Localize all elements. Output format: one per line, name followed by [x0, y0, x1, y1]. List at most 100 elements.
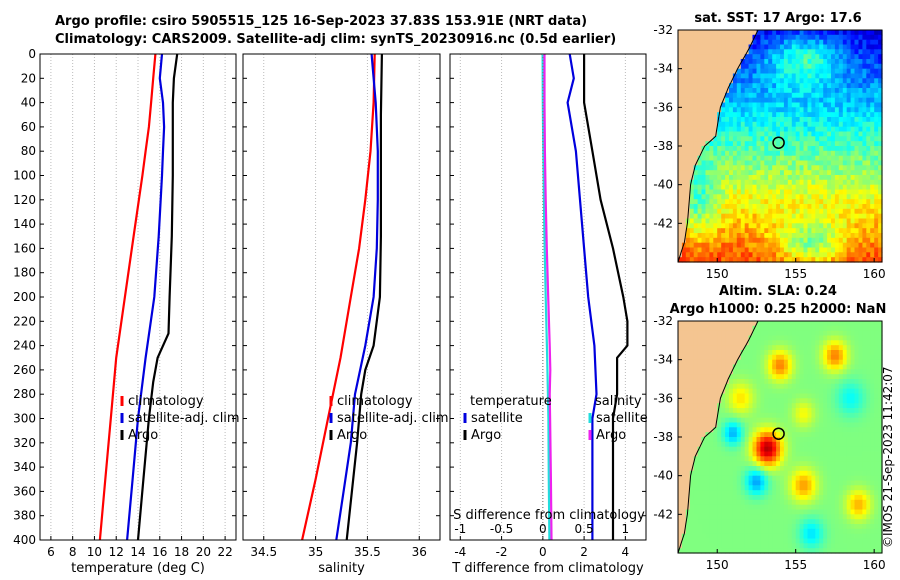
sea-cell [823, 242, 828, 249]
sal-xtick-label: 35 [308, 545, 323, 559]
sea-cell [858, 97, 863, 104]
sea-cell [874, 184, 879, 191]
sea-cell [768, 354, 773, 361]
sea-cell [776, 461, 781, 467]
sea-cell [870, 136, 875, 142]
sea-cell [823, 490, 828, 496]
land-cell [693, 383, 699, 390]
sea-cell [846, 34, 852, 41]
sea-cell [772, 30, 777, 36]
sea-cell [705, 470, 710, 477]
sea-cell [834, 514, 840, 520]
sea-cell [717, 451, 722, 457]
sea-cell [819, 393, 824, 399]
sea-cell [760, 335, 765, 341]
land-cell [736, 39, 742, 46]
sea-cell [819, 354, 824, 361]
sea-cell [803, 257, 808, 263]
sea-cell [780, 359, 785, 366]
sea-cell [866, 359, 871, 366]
sea-cell [827, 330, 832, 337]
sea-cell [732, 485, 738, 491]
land-cell [689, 155, 695, 162]
sea-cell [862, 427, 867, 433]
land-cell [740, 321, 746, 327]
sea-cell [768, 155, 773, 162]
sea-cell [795, 78, 801, 84]
sea-cell [729, 257, 734, 263]
sea-cell [725, 97, 730, 104]
sea-cell [772, 340, 777, 346]
sea-cell [760, 175, 765, 181]
sea-cell [681, 257, 687, 263]
sea-cell [783, 189, 789, 195]
sea-cell [776, 485, 781, 491]
sea-cell [697, 461, 703, 467]
sea-cell [729, 160, 734, 166]
sea-cell [768, 398, 773, 404]
sea-cell [811, 393, 816, 399]
sea-cell [827, 388, 832, 395]
sea-cell [791, 49, 797, 55]
sea-cell [846, 136, 852, 142]
sea-cell [858, 422, 863, 428]
sea-cell [689, 179, 695, 186]
sea-cell [689, 204, 695, 210]
sea-cell [838, 121, 844, 128]
sea-cell [831, 350, 836, 356]
land-cell [678, 121, 683, 128]
sea-cell [760, 131, 765, 137]
land-cell [689, 126, 695, 133]
sea-cell [748, 398, 754, 404]
sea-cell [819, 204, 824, 210]
diff-sal-tick-label: -1 [454, 522, 466, 536]
sea-cell [725, 437, 730, 443]
sea-cell [791, 223, 797, 229]
sea-cell [791, 170, 797, 176]
sea-cell [850, 92, 856, 99]
land-cell [681, 233, 687, 239]
sea-cell [701, 170, 706, 176]
sea-cell [811, 325, 816, 332]
sea-cell [787, 408, 793, 414]
sea-cell [768, 54, 773, 60]
diff-xtick-label: 4 [622, 545, 630, 559]
sea-cell [874, 340, 879, 346]
sea-cell [736, 461, 742, 467]
sea-cell [721, 194, 726, 200]
sea-cell [846, 194, 852, 200]
sea-cell [768, 504, 773, 511]
sea-cell [842, 121, 848, 128]
sea-cell [795, 165, 801, 171]
sea-cell [862, 237, 867, 244]
sea-cell [866, 514, 871, 520]
land-cell [689, 403, 695, 409]
sea-cell [701, 242, 706, 249]
sea-cell [795, 92, 801, 99]
sea-cell [705, 165, 710, 171]
sea-cell [721, 504, 726, 511]
sea-cell [811, 73, 816, 79]
sea-cell [850, 83, 856, 89]
land-cell [736, 44, 742, 50]
sst-ytick-label: -40 [653, 178, 673, 192]
sea-cell [827, 39, 832, 46]
sea-cell [811, 350, 816, 356]
sea-cell [838, 141, 844, 147]
land-cell [678, 131, 683, 137]
sea-cell [752, 228, 757, 234]
land-cell [681, 374, 687, 380]
sea-cell [803, 519, 808, 525]
sea-cell [717, 461, 722, 467]
sea-cell [807, 495, 812, 501]
sea-cell [760, 514, 765, 520]
sea-cell [693, 233, 699, 239]
sea-cell [819, 398, 824, 404]
sea-cell [764, 417, 769, 424]
sea-cell [831, 398, 836, 404]
sea-cell [693, 208, 699, 215]
sea-cell [850, 141, 856, 147]
sea-cell [811, 117, 816, 123]
sea-cell [831, 68, 836, 75]
sea-cell [823, 218, 828, 224]
